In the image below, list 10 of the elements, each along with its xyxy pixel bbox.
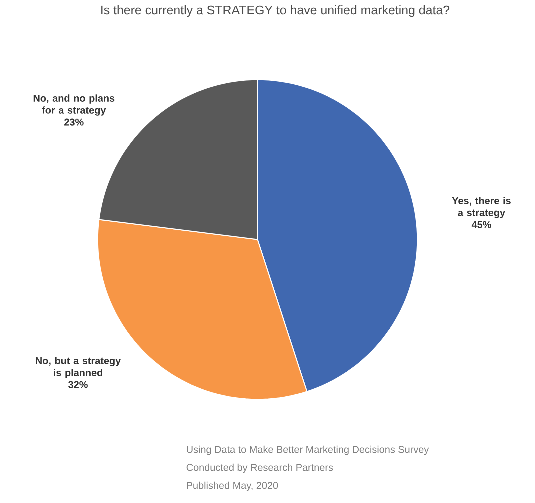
slice-label: No, but a strategy is planned — [36, 357, 122, 379]
data-label: 32% — [68, 382, 88, 389]
chart-title: Is there currently a STRATEGY to have unified marketing data? — [102, 6, 450, 18]
data-label: 45% — [472, 222, 492, 229]
slice-label: No, and no plans for a strategy — [34, 94, 115, 116]
text: Published May, 2020 — [187, 482, 278, 492]
text: Using Data to Make Better Marketing Decisions Survey — [187, 446, 430, 456]
text: Conducted by Research Partners — [186, 464, 334, 474]
data-label: 23% — [64, 119, 84, 126]
slice-label: Yes, there is a strategy — [452, 197, 511, 219]
